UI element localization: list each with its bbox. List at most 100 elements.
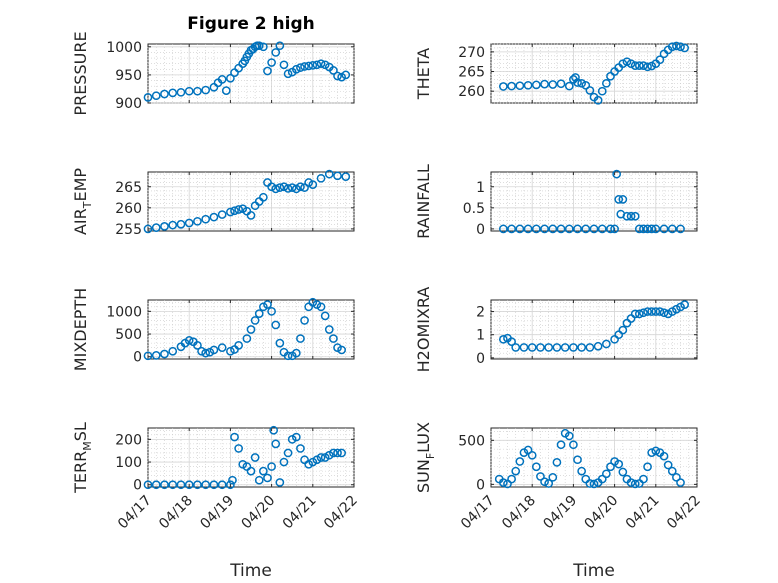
data-point <box>279 182 289 192</box>
data-point <box>597 86 607 96</box>
data-point <box>226 73 235 83</box>
data-point <box>160 349 169 359</box>
y-tick-label: 0 <box>133 350 142 366</box>
data-point <box>515 224 525 234</box>
data-point <box>667 466 677 476</box>
data-point <box>531 224 541 234</box>
data-point <box>589 224 599 234</box>
data-point <box>556 440 566 450</box>
data-point <box>279 457 289 467</box>
data-point <box>602 469 611 479</box>
data-point <box>659 308 669 318</box>
data-point <box>160 222 169 231</box>
data-point <box>626 478 636 487</box>
y-tick-label: 0.5 <box>463 201 485 217</box>
data-point <box>639 474 648 484</box>
y-tick-label: 1000 <box>106 304 142 320</box>
data-point <box>275 338 285 348</box>
data-point <box>564 431 574 441</box>
data-point <box>168 346 178 356</box>
y-tick-label: 200 <box>115 432 142 448</box>
data-point <box>507 474 516 484</box>
data-point <box>160 89 169 99</box>
data-point <box>291 184 301 194</box>
data-point <box>606 224 615 234</box>
data-point <box>630 61 640 70</box>
data-point <box>151 223 161 232</box>
data-point <box>531 462 541 472</box>
data-point <box>296 63 305 72</box>
data-point <box>511 343 521 352</box>
data-point <box>630 479 640 489</box>
data-point <box>271 320 281 330</box>
data-point <box>217 210 227 219</box>
data-point <box>573 78 582 87</box>
data-point <box>217 480 227 490</box>
data-point <box>324 169 334 179</box>
data-point <box>201 348 211 358</box>
data-point <box>672 41 681 51</box>
data-point <box>548 472 558 482</box>
data-point <box>676 42 685 52</box>
data-point <box>655 307 665 316</box>
data-point <box>143 480 153 490</box>
data-point <box>275 478 285 487</box>
data-point <box>571 73 580 82</box>
data-point <box>647 307 657 316</box>
data-point <box>267 462 276 471</box>
y-tick-label: 260 <box>458 84 485 100</box>
data-point <box>614 195 624 204</box>
data-point <box>602 339 611 349</box>
data-point <box>626 211 636 221</box>
data-point <box>275 183 285 192</box>
data-point <box>540 477 549 487</box>
data-point <box>316 302 326 312</box>
data-point <box>226 207 235 217</box>
data-point <box>291 432 301 442</box>
data-point <box>523 224 533 234</box>
y-tick-label: 265 <box>115 180 142 196</box>
data-point <box>548 80 558 89</box>
data-point <box>201 480 211 490</box>
data-point <box>333 448 342 458</box>
data-point <box>300 183 309 192</box>
data-point <box>634 309 644 319</box>
data-point <box>209 212 219 222</box>
data-point <box>184 218 194 228</box>
data-point <box>267 182 276 192</box>
data-point <box>643 224 652 234</box>
data-point <box>647 448 657 458</box>
x-tick-label: 04/20 <box>582 493 622 533</box>
data-point <box>643 62 652 72</box>
data-point <box>593 95 603 105</box>
data-point <box>519 343 529 352</box>
x-tick-label: 04/18 <box>499 493 539 533</box>
x-tick-label: 04/19 <box>540 493 580 533</box>
data-point <box>527 343 537 352</box>
data-point <box>151 480 161 490</box>
data-point <box>622 57 632 67</box>
data-point <box>548 224 558 234</box>
x-tick-label: 04/22 <box>664 493 704 533</box>
data-point <box>283 184 293 193</box>
x-tick-label: 04/17 <box>458 493 498 533</box>
data-point <box>254 41 264 51</box>
data-point <box>201 214 211 224</box>
data-point <box>184 480 194 490</box>
data-point <box>263 473 272 483</box>
data-point <box>676 224 685 234</box>
data-point <box>143 351 153 361</box>
x-tick-label: 04/18 <box>156 493 196 533</box>
data-point <box>291 348 301 358</box>
data-point <box>246 211 256 220</box>
data-point <box>680 300 689 309</box>
data-point <box>226 346 235 356</box>
panel-sun_flux: 0 500 SUNFLUX 04/17 04/18 04/19 04/20 04/21 04/2… <box>414 422 704 532</box>
y-tick-label: 0 <box>476 222 485 238</box>
y-tick-label: 1000 <box>106 40 142 56</box>
data-point <box>143 224 153 234</box>
data-point <box>217 343 227 353</box>
y-tick-label: 900 <box>115 96 142 112</box>
data-point <box>201 85 211 95</box>
data-point <box>630 309 640 319</box>
